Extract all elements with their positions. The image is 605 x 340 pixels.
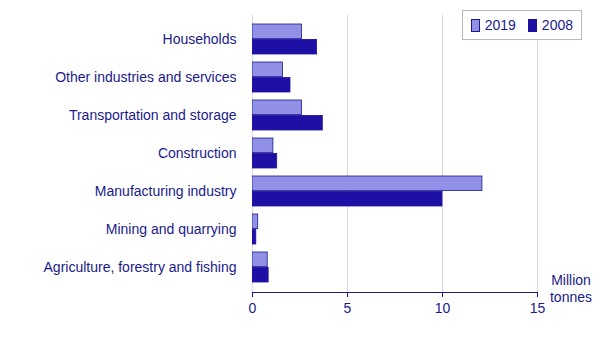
svg-text:5: 5	[344, 300, 352, 316]
html-text:2008: 2008	[541, 17, 573, 33]
svg-text:Manufacturing industry: Manufacturing industry	[95, 183, 237, 199]
svg-text:0: 0	[249, 300, 257, 316]
svg-text:Other industries and services: Other industries and services	[55, 69, 236, 85]
svg-text:10: 10	[435, 300, 451, 316]
svg-text:Households: Households	[163, 31, 237, 47]
svg-text:Agriculture, forestry and fish: Agriculture, forestry and fishing	[44, 259, 237, 275]
svg-text:Construction: Construction	[158, 145, 237, 161]
svg-text:15: 15	[530, 300, 546, 316]
html-text:Million tonnes: Million tonnes	[550, 272, 592, 305]
html-text:2019: 2019	[484, 17, 516, 33]
svg-text:Mining and quarrying: Mining and quarrying	[106, 221, 237, 237]
svg-text:Transportation and storage: Transportation and storage	[69, 107, 237, 123]
